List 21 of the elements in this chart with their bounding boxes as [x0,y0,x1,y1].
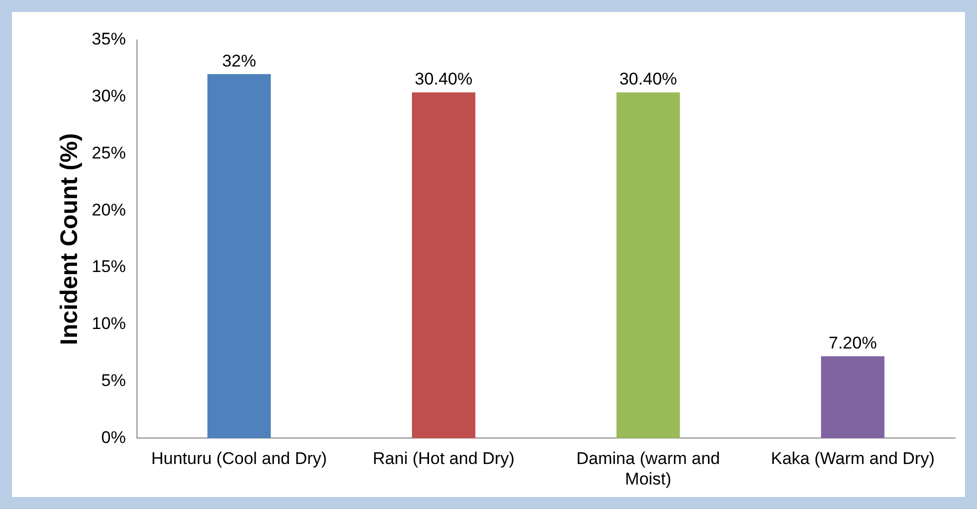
y-tick-label: 35% [92,30,126,49]
data-label: 7.20% [828,333,877,352]
y-tick-label: 0% [101,428,126,447]
y-tick-label: 15% [92,257,126,276]
x-tick-label: Kaka (Warm and Dry) [770,449,935,468]
x-tick-label: Rani (Hot and Dry) [372,449,514,468]
data-label: 32% [222,51,256,70]
x-tick-label: Hunturu (Cool and Dry) [151,449,327,468]
bar [412,92,476,438]
y-tick-label: 10% [92,314,126,334]
bar [616,92,680,438]
y-tick-label: 5% [101,371,126,390]
y-tick-label: 20% [92,200,126,220]
y-tick-label: 30% [92,86,126,106]
data-label: 30.40% [619,70,678,89]
data-label: 30.40% [414,70,472,89]
bar [821,356,884,438]
y-tick-label: 25% [92,143,126,162]
bar [207,74,271,438]
x-tick-label: Damina (warm and Moist) [576,449,720,488]
y-axis-title: Incident Count (%) [56,133,84,346]
